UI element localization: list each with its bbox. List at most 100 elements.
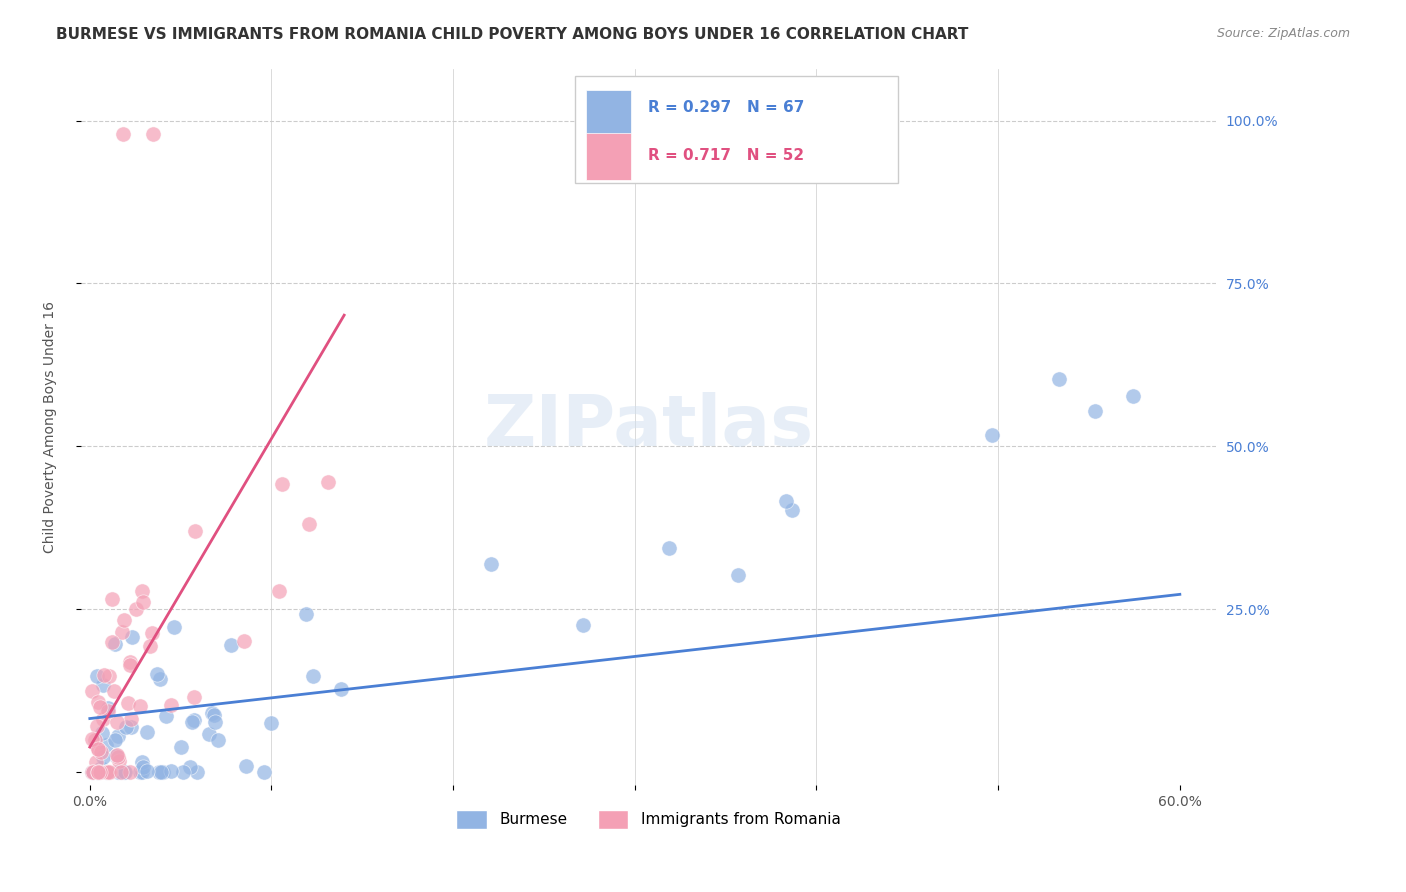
Point [80,765,103,780]
Point [115,720,138,734]
Bar [586,90,631,136]
Point [197,727,219,741]
Text: R = 0.717   N = 52: R = 0.717 N = 52 [648,148,804,163]
Text: Source: ZipAtlas.com: Source: ZipAtlas.com [1216,27,1350,40]
Point [111,127,134,141]
Point [120,765,142,780]
Point [294,607,316,622]
Point [97,705,120,719]
Point [260,715,283,730]
Point [84,733,107,747]
Point [91,678,114,692]
Text: BURMESE VS IMMIGRANTS FROM ROMANIA CHILD POVERTY AMONG BOYS UNDER 16 CORRELATION: BURMESE VS IMMIGRANTS FROM ROMANIA CHILD… [56,27,969,42]
Legend: Burmese, Immigrants from Romania: Burmese, Immigrants from Romania [450,804,846,835]
Point [253,765,276,780]
Point [149,672,172,686]
Point [118,658,141,673]
Point [94,738,117,752]
Point [97,765,120,780]
Point [114,765,136,780]
Point [1084,403,1107,417]
Point [135,725,157,739]
Point [132,594,155,608]
Point [80,765,103,780]
Point [82,765,104,780]
Point [316,475,339,490]
Point [125,602,148,616]
Point [87,695,110,709]
Point [120,720,142,734]
Point [90,761,112,775]
Point [131,755,153,769]
Point [87,765,110,780]
Point [86,765,108,780]
Point [160,698,183,713]
Point [91,712,114,726]
Point [110,765,132,780]
Point [150,765,173,780]
Point [131,583,153,598]
Point [207,733,229,747]
Point [572,618,595,632]
Point [89,765,111,780]
Point [110,765,132,780]
Point [105,748,128,763]
Point [89,699,111,714]
Point [105,714,128,729]
Point [107,730,129,744]
Point [117,697,139,711]
Text: R = 0.297   N = 67: R = 0.297 N = 67 [648,101,804,115]
Point [727,568,749,582]
Point [87,765,110,780]
Point [152,765,174,780]
Point [93,668,115,682]
Point [87,742,110,756]
Point [183,713,205,727]
Point [148,765,170,780]
Point [160,764,183,778]
Point [101,635,124,649]
Point [90,726,112,740]
Point [94,765,117,780]
Point [82,765,104,780]
Point [141,626,163,640]
Point [782,503,804,517]
Point [145,667,167,681]
Point [163,620,186,634]
Text: ZIPatlas: ZIPatlas [484,392,814,461]
Point [479,557,502,571]
Point [97,701,120,715]
Point [87,742,110,756]
Point [301,669,323,683]
Point [101,592,124,607]
Point [204,714,226,729]
Point [136,764,159,779]
Point [658,541,681,555]
Point [104,749,127,764]
Bar [575,76,898,183]
Point [775,494,797,508]
Point [233,634,256,648]
Point [142,127,165,141]
Point [202,707,225,722]
Bar [586,133,631,179]
Point [120,712,142,726]
Point [271,476,294,491]
Point [179,760,201,774]
Point [235,759,257,773]
Point [112,765,135,780]
Point [219,638,242,652]
Point [86,765,108,780]
Point [1047,372,1070,386]
Point [131,765,153,780]
Point [90,745,112,759]
Point [155,708,177,723]
Point [139,639,162,653]
Point [103,684,125,698]
Point [86,669,108,683]
Point [98,765,121,780]
Point [200,706,222,720]
Point [104,733,127,747]
Point [87,765,110,780]
Point [80,732,103,747]
